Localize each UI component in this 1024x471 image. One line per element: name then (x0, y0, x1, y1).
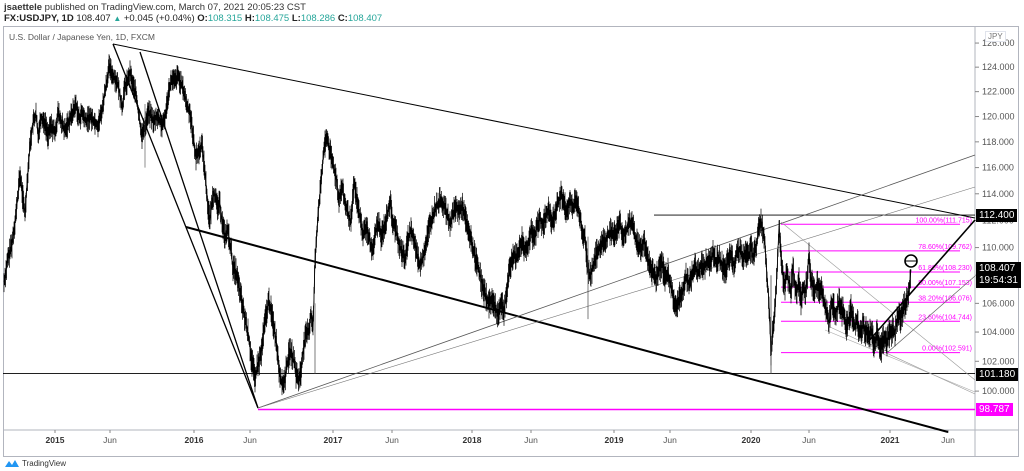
low-label: L: (291, 13, 301, 24)
fib-level-label: 0.00%(102.591) (922, 346, 972, 353)
time-tick-label: Jun (802, 435, 816, 445)
open-value: 108.315 (207, 13, 243, 24)
bar-countdown: 19:54:31 (979, 275, 1018, 286)
low-value: 108.286 (300, 13, 336, 24)
time-tick-label: Jun (243, 435, 257, 445)
low-price-label: 98.787 (976, 403, 1013, 416)
price-series (3, 54, 912, 396)
price-tick-label: 122.000 (982, 87, 1015, 97)
price-tick-label: 124.000 (982, 62, 1015, 72)
time-tick-label: Jun (941, 435, 955, 445)
fib-level-label: 23.60%(104.744) (918, 314, 972, 321)
trendline[interactable] (829, 326, 976, 395)
price-tick-label: 126.000 (982, 38, 1015, 48)
trendline[interactable] (780, 221, 976, 381)
resistance-price-label: 112.400 (976, 209, 1018, 222)
price-tick-label: 118.000 (982, 137, 1014, 147)
open-label: O: (197, 13, 208, 24)
last-price: 108.407 (76, 13, 111, 24)
time-axis[interactable]: 2015 Jun 2016 Jun 2017 Jun 2018 Jun 2019 Jun 2020 J… (46, 430, 956, 445)
brand-name: TradingView (22, 459, 67, 468)
price-tick-label: 120.000 (982, 112, 1015, 122)
time-tick-label: 2015 (46, 435, 65, 445)
last-price-value: 108.407 (979, 263, 1016, 274)
time-tick-label: Jun (663, 435, 677, 445)
price-tick-label: 116.000 (982, 163, 1014, 173)
price-tick-label: 104.000 (982, 327, 1015, 337)
trendline[interactable] (866, 219, 976, 344)
price-tick-label: 110.000 (982, 243, 1014, 253)
chart-frame (3, 26, 1019, 457)
trendline[interactable] (185, 226, 949, 433)
fib-level-label: 100.00%(111.715) (915, 217, 972, 224)
close-label: C: (337, 13, 348, 24)
time-tick-label: Jun (103, 435, 117, 445)
fib-level-label: 50.00%(107.153) (918, 280, 972, 287)
time-tick-label: 2018 (463, 435, 482, 445)
horizontal-lines (3, 214, 975, 411)
price-tick-label: 106.000 (982, 298, 1015, 308)
fib-level-label: 78.60%(109.762) (918, 244, 972, 251)
symbol-label[interactable]: FX:USDJPY, 1D (4, 13, 74, 24)
trendline[interactable] (824, 329, 976, 393)
time-tick-label: 2019 (605, 435, 624, 445)
high-label: H: (244, 13, 255, 24)
symbol-info-bar: FX:USDJPY, 1D 108.407 ▲ +0.045 (+0.04%) … (4, 13, 382, 24)
time-tick-label: 2016 (185, 435, 204, 445)
up-arrow-icon: ▲ (113, 14, 122, 23)
publish-info: jsaettele published on TradingView.com, … (4, 2, 306, 13)
publish-text: published on TradingView.com, March 07, … (44, 2, 306, 13)
trendline[interactable] (112, 43, 976, 219)
fib-level-label: 61.80%(108.230) (918, 265, 972, 272)
chart-title: U.S. Dollar / Japanese Yen, 1D, FXCM (9, 32, 155, 42)
tradingview-footer[interactable]: TradingView (5, 459, 66, 468)
high-value: 108.475 (254, 13, 290, 24)
trendline[interactable] (866, 342, 890, 353)
time-tick-label: Jun (524, 435, 538, 445)
trendline[interactable] (257, 154, 976, 409)
price-tick-label: 114.000 (982, 189, 1014, 199)
last-price-label: 108.407 19:54:31 (976, 262, 1021, 288)
trendline[interactable] (887, 275, 976, 353)
currency-badge: JPY (985, 31, 1006, 42)
author-name[interactable]: jsaettele (4, 2, 43, 13)
support-price-label: 101.180 (976, 368, 1019, 381)
time-tick-label: 2021 (881, 435, 900, 445)
change-value: +0.045 (+0.04%) (123, 13, 195, 24)
close-value: 108.407 (347, 13, 383, 24)
trendlines[interactable] (112, 43, 976, 433)
fib-retracement[interactable]: 100.00%(111.715) 78.60%(109.762) 61.80%(10… (781, 217, 972, 354)
price-tick-label: 102.000 (982, 356, 1015, 366)
time-tick-label: 2020 (742, 435, 761, 445)
fib-level-label: 38.20%(106.076) (918, 295, 972, 302)
circle-marker[interactable] (904, 254, 918, 268)
time-tick-label: Jun (385, 435, 399, 445)
tradingview-logo-icon (5, 460, 19, 467)
time-tick-label: 2017 (324, 435, 343, 445)
trendline[interactable] (257, 186, 976, 409)
price-tick-label: 100.000 (982, 386, 1015, 396)
